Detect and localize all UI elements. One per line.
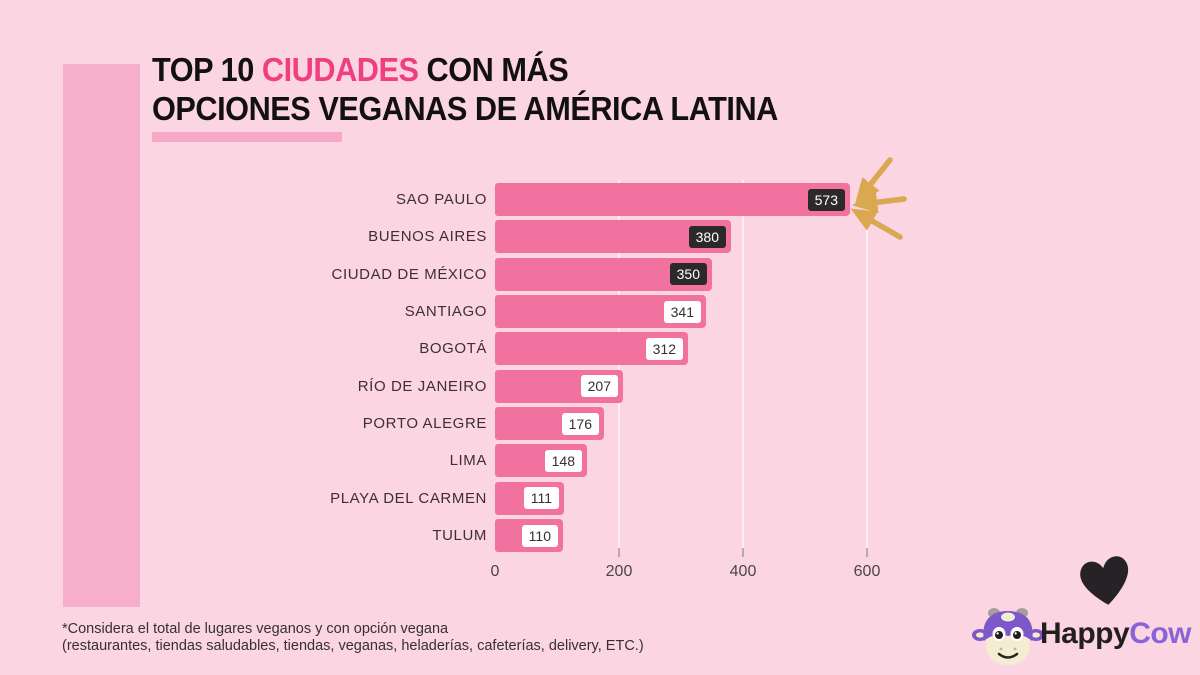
x-axis-tick-label: 600 [853, 563, 881, 580]
bar: 341 [495, 295, 706, 329]
bar: 111 [495, 481, 564, 515]
logo-happy: Happy [1040, 617, 1130, 650]
bar: 573 [495, 183, 850, 216]
axis-tick [618, 548, 620, 557]
value-badge: 110 [521, 524, 558, 547]
title-line-1: TOP 10 CIUDADES CON MÁS [152, 51, 569, 88]
bar: 312 [495, 332, 688, 366]
bar: 176 [495, 407, 604, 441]
bar-label: PLAYA DEL CARMEN [330, 489, 487, 507]
happycow-wordmark: HappyCow [1040, 617, 1192, 651]
title-line-2: OPCIONES VEGANAS DE AMÉRICA LATINA [152, 90, 778, 127]
bar: 148 [495, 444, 587, 478]
footnote: *Considera el total de lugares veganos y… [62, 621, 644, 655]
x-axis-tick-label: 200 [605, 563, 633, 580]
gridline [866, 180, 868, 557]
bar: 110 [495, 519, 563, 553]
bar-label: RÍO DE JANEIRO [357, 377, 487, 395]
x-axis-tick-label: 0 [490, 563, 500, 580]
gridline [618, 180, 620, 557]
value-badge: 207 [580, 375, 618, 398]
x-axis-tick-label: 400 [729, 563, 757, 580]
value-badge: 341 [663, 300, 701, 323]
bar: 350 [495, 257, 712, 291]
bar-label: LIMA [449, 452, 487, 470]
bar-label: PORTO ALEGRE [362, 415, 487, 433]
bar-label: TULUM [432, 527, 487, 545]
axis-tick [742, 548, 744, 557]
bar-label: BOGOTÁ [419, 340, 487, 358]
accent-panel [63, 64, 140, 607]
heart-icon [1080, 556, 1129, 605]
cow-icon [972, 608, 1044, 665]
value-badge: 111 [523, 487, 559, 510]
axis-tick [866, 548, 868, 557]
value-badge: 380 [688, 225, 726, 248]
gridline [742, 180, 744, 557]
value-badge: 176 [561, 412, 599, 435]
value-badge: 312 [645, 337, 683, 360]
bar: 207 [495, 369, 623, 403]
page-title: TOP 10 CIUDADES CON MÁS OPCIONES VEGANAS… [152, 50, 912, 128]
value-badge: 573 [807, 188, 845, 211]
bar: 380 [495, 220, 731, 254]
bar-label: SAO PAULO [396, 191, 487, 208]
bar-label: CIUDAD DE MÉXICO [331, 265, 487, 283]
footnote-line-1: *Considera el total de lugares veganos y… [62, 621, 449, 637]
value-badge: 148 [544, 449, 582, 472]
footnote-line-2: (restaurantes, tiendas saludables, tiend… [62, 638, 644, 654]
logo-cow: Cow [1129, 617, 1192, 650]
title-underline [152, 132, 342, 142]
bar-label: SANTIAGO [404, 303, 487, 321]
annotation-arrows-icon [850, 157, 907, 240]
bar-label: BUENOS AIRES [368, 228, 487, 246]
title-highlight: CIUDADES [261, 51, 419, 88]
value-badge: 350 [669, 263, 707, 286]
